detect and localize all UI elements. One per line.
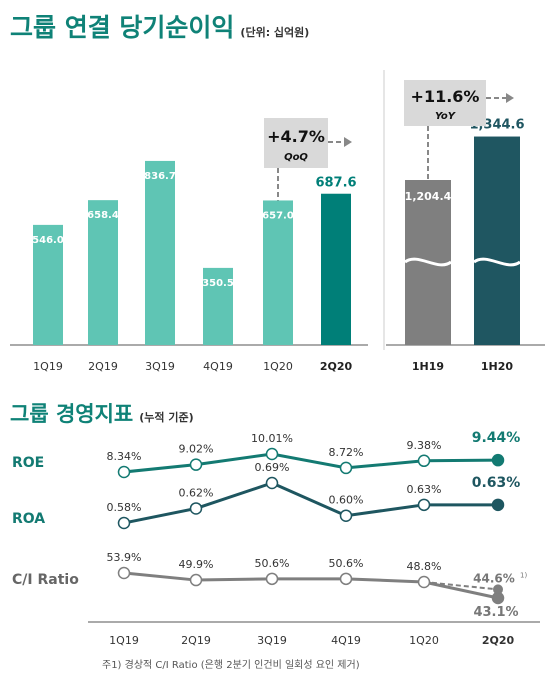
indicators-tick-label: 3Q19 bbox=[257, 634, 287, 647]
quarterly-value-label: 657.0 bbox=[262, 210, 294, 221]
data-label: 9.38% bbox=[407, 439, 442, 452]
yoy-value: +11.6% bbox=[411, 87, 480, 106]
indicators-tick-label: 1Q20 bbox=[409, 634, 439, 647]
quarterly-bar-2Q19 bbox=[88, 200, 118, 345]
qoq-label: QoQ bbox=[284, 152, 308, 163]
series-name-roa: ROA bbox=[12, 511, 45, 527]
data-label: 0.63% bbox=[472, 475, 521, 491]
data-label: 50.6% bbox=[255, 557, 290, 570]
quarterly-tick-label: 2Q19 bbox=[88, 360, 118, 373]
net-income-title-text: 그룹 연결 당기순이익 bbox=[10, 13, 235, 42]
footnote: 주1) 경상적 C/I Ratio (은행 2분기 인건비 일회성 요인 제거) bbox=[102, 660, 360, 671]
data-point bbox=[117, 516, 131, 530]
qoq-value: +4.7% bbox=[267, 127, 325, 146]
data-label: 43.1% bbox=[473, 605, 518, 620]
indicators-tick-label: 1Q19 bbox=[109, 634, 139, 647]
ci-adjusted-label: 44.6% bbox=[473, 571, 515, 585]
halfyear-bar-1H20 bbox=[474, 136, 520, 345]
quarterly-bar-2Q20 bbox=[321, 193, 351, 345]
quarterly-value-label: 658.4 bbox=[87, 210, 119, 221]
indicators-title: 그룹 경영지표 (누적 기준) bbox=[10, 398, 194, 428]
net-income-title: 그룹 연결 당기순이익 (단위: 십억원) bbox=[10, 8, 309, 44]
data-point bbox=[265, 572, 279, 586]
quarterly-tick-label: 3Q19 bbox=[145, 360, 175, 373]
data-label: 0.60% bbox=[329, 494, 364, 507]
data-point bbox=[491, 591, 505, 605]
data-point bbox=[265, 447, 279, 461]
data-label: 48.8% bbox=[407, 560, 442, 573]
data-point bbox=[189, 502, 203, 515]
quarterly-bar-4Q19 bbox=[203, 267, 233, 345]
quarterly-tick-label: 2Q20 bbox=[320, 360, 353, 373]
ci-footnote-mark: 1) bbox=[520, 571, 527, 579]
roa-line bbox=[123, 481, 498, 525]
data-label: 53.9% bbox=[107, 551, 142, 564]
qoq-box bbox=[264, 118, 328, 168]
data-label: 0.58% bbox=[107, 501, 142, 514]
series-name-ciratio: C/I Ratio bbox=[12, 572, 79, 588]
data-label: 0.69% bbox=[255, 461, 290, 474]
data-point bbox=[417, 498, 431, 512]
quarterly-tick-label: 1Q20 bbox=[263, 360, 293, 373]
series-name-roe: ROE bbox=[12, 455, 44, 471]
quarterly-value-label: 350.5 bbox=[202, 278, 234, 289]
data-point bbox=[117, 566, 131, 580]
quarterly-tick-label: 4Q19 bbox=[203, 360, 233, 373]
data-point bbox=[339, 572, 353, 586]
roe-line bbox=[123, 452, 499, 474]
data-point bbox=[117, 465, 131, 479]
yoy-box bbox=[404, 80, 486, 126]
quarterly-bar-1Q19 bbox=[33, 224, 63, 345]
quarterly-bar-3Q19 bbox=[145, 160, 175, 345]
quarterly-value-label: 836.7 bbox=[144, 171, 176, 182]
data-point bbox=[417, 454, 431, 468]
halfyear-tick-label: 1H20 bbox=[481, 360, 514, 373]
data-label: 9.44% bbox=[472, 430, 521, 446]
data-label: 10.01% bbox=[251, 432, 293, 445]
halfyear-tick-label: 1H19 bbox=[412, 360, 444, 373]
indicators-tick-label: 4Q19 bbox=[331, 634, 361, 647]
data-point bbox=[339, 509, 353, 522]
ci-ratio-line bbox=[123, 571, 499, 600]
quarterly-bar-1Q20 bbox=[263, 200, 293, 345]
unit-label: (단위: 십억원) bbox=[240, 26, 310, 39]
data-point bbox=[491, 498, 505, 512]
quarterly-tick-label: 1Q19 bbox=[33, 360, 63, 373]
data-label: 8.72% bbox=[329, 446, 364, 459]
axis-break-mark bbox=[473, 257, 521, 267]
qoq-arrow-head bbox=[344, 137, 352, 147]
ci-adjusted-point bbox=[493, 584, 503, 595]
indicators-tick-label: 2Q19 bbox=[181, 634, 211, 647]
quarterly-value-label: 687.6 bbox=[315, 176, 356, 191]
data-label: 9.02% bbox=[179, 443, 214, 456]
data-label: 49.9% bbox=[179, 558, 214, 571]
indicators-tick-label: 2Q20 bbox=[482, 634, 515, 647]
ci-adjusted-line bbox=[423, 581, 499, 591]
data-label: 0.63% bbox=[407, 483, 442, 496]
data-point bbox=[339, 461, 353, 475]
data-point bbox=[189, 573, 203, 587]
quarterly-value-label: 546.0 bbox=[32, 235, 64, 246]
halfyear-value-label: 1,204.4 bbox=[405, 190, 452, 203]
data-point bbox=[417, 575, 431, 589]
axis-break-mark bbox=[404, 257, 452, 267]
yoy-arrow-head bbox=[506, 93, 514, 103]
data-point bbox=[189, 458, 203, 471]
data-point bbox=[265, 476, 279, 490]
data-label: 0.62% bbox=[179, 486, 214, 499]
data-label: 8.34% bbox=[107, 450, 142, 463]
indicators-title-text: 그룹 경영지표 bbox=[10, 402, 134, 426]
yoy-label: YoY bbox=[435, 111, 457, 122]
data-label: 50.6% bbox=[329, 557, 364, 570]
indicators-subtitle: (누적 기준) bbox=[139, 411, 194, 424]
data-point bbox=[491, 453, 505, 467]
